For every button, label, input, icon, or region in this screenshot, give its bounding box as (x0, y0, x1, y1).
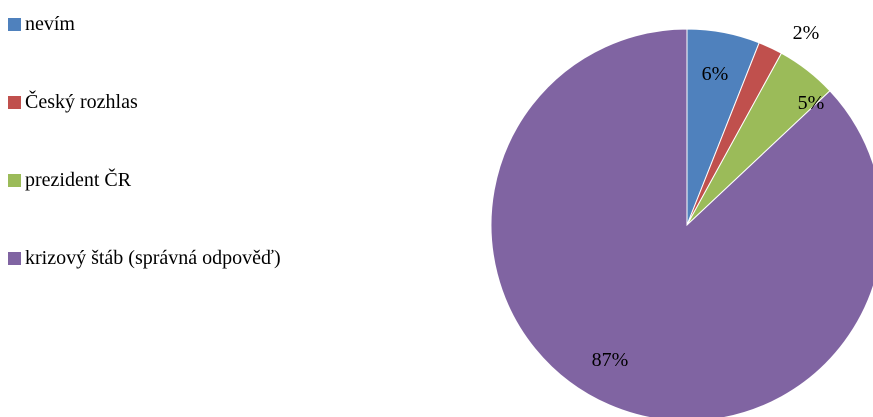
legend: nevím Český rozhlas prezident ČR krizový… (8, 10, 281, 322)
data-label-cesky-rozhlas: 2% (793, 22, 820, 44)
data-label-prezident: 5% (798, 92, 825, 114)
data-label-nevim: 6% (702, 63, 729, 85)
legend-swatch-nevim (8, 17, 21, 31)
legend-item-prezident: prezident ČR (8, 166, 281, 194)
legend-label-nevim: nevím (25, 12, 75, 35)
legend-swatch-krizovy-stab (8, 251, 21, 265)
pie-slice-krizovy-stab (490, 28, 873, 417)
data-label-krizovy-stab: 87% (592, 349, 629, 371)
legend-item-cesky-rozhlas: Český rozhlas (8, 88, 281, 116)
legend-label-cesky-rozhlas: Český rozhlas (25, 90, 138, 113)
legend-label-prezident: prezident ČR (25, 168, 132, 191)
legend-swatch-cesky-rozhlas (8, 95, 21, 109)
legend-label-krizovy-stab: krizový štáb (správná odpověď) (25, 246, 281, 269)
pie-slices (490, 28, 873, 417)
legend-item-nevim: nevím (8, 10, 281, 38)
legend-item-krizovy-stab: krizový štáb (správná odpověď) (8, 244, 281, 272)
legend-swatch-prezident (8, 173, 21, 187)
